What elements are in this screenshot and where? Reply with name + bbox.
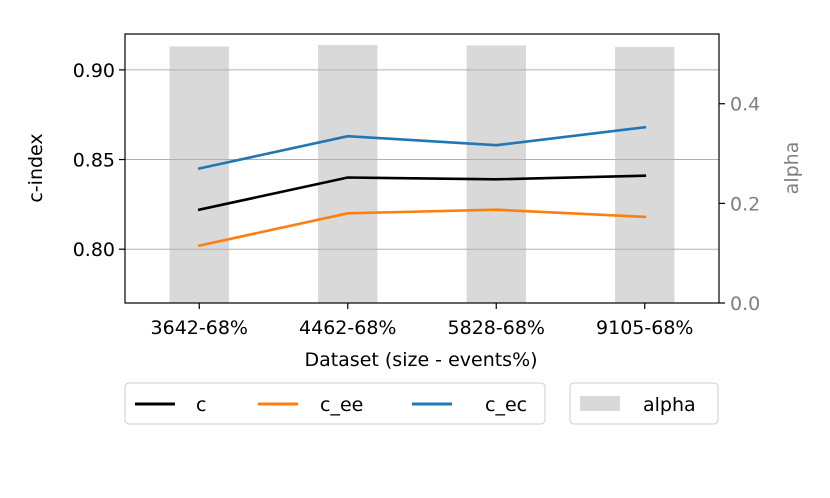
y-tick-label: 0.80: [73, 239, 115, 261]
x-tick-label: 5828-68%: [448, 317, 545, 339]
plot-frame: [124, 33, 720, 304]
alpha-bar: [466, 45, 526, 304]
alpha-bars: [169, 44, 675, 304]
legend-label-alpha: alpha: [643, 394, 696, 416]
x-axis: 3642-68% 4462-68% 5828-68% 9105-68%: [151, 303, 693, 339]
x-tick-label: 9105-68%: [596, 317, 693, 339]
legend-label-c_ee: c_ee: [320, 394, 363, 416]
legend-swatch-alpha: [580, 396, 620, 411]
y-axis-right: 0.0 0.2 0.4: [719, 94, 760, 315]
legend-lines: c c_ee c_ec: [124, 382, 546, 425]
series-lines: [197, 125, 647, 248]
grid-lines: [125, 69, 719, 250]
legend-label-c: c: [196, 394, 206, 416]
legend-label-c_ec: c_ec: [485, 394, 527, 416]
series-line-c_ec: [197, 125, 647, 171]
x-tick-label: 4462-68%: [299, 317, 396, 339]
x-axis-label: Dataset (size - events%): [304, 349, 537, 371]
y2-tick-label: 0.2: [730, 193, 760, 215]
alpha-bar: [169, 46, 229, 303]
x-tick-label: 3642-68%: [151, 317, 248, 339]
y2-tick-label: 0.0: [730, 293, 760, 315]
y2-axis-label: alpha: [781, 142, 803, 195]
y2-tick-label: 0.4: [730, 94, 760, 116]
y-tick-label: 0.85: [73, 150, 115, 172]
legend-bars: alpha: [569, 382, 719, 425]
y-axis-left: 0.80 0.85 0.90: [73, 60, 125, 261]
y-axis-label: c-index: [25, 133, 47, 202]
y-tick-label: 0.90: [73, 60, 115, 82]
series-line-c_ee: [197, 208, 647, 248]
series-line-c: [197, 174, 647, 212]
alpha-bar: [318, 44, 378, 303]
